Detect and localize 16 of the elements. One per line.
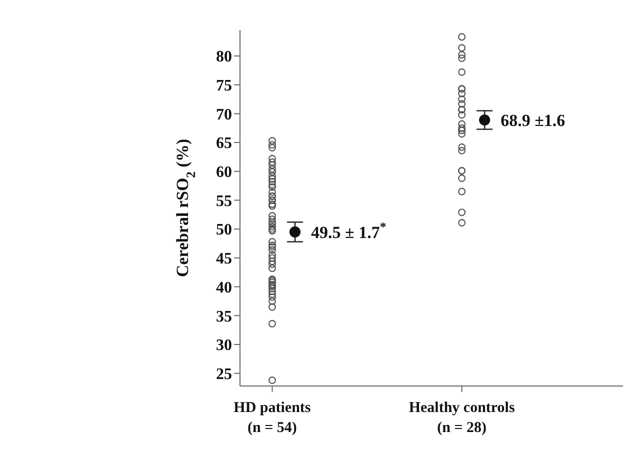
data-label: 68.9 ±1.6 [500,111,566,130]
y-tick-label: 40 [216,279,232,296]
y-tick-label: 80 [216,48,232,66]
y-tick-label: 65 [216,135,232,152]
y-tick-label: 30 [216,337,232,354]
y-tick-label: 45 [216,250,232,268]
x-tick-label: HD patients (n = 54) [234,400,311,436]
y-tick-label: 75 [216,77,232,94]
y-tick-label: 25 [216,366,232,383]
y-tick-label: 35 [216,308,232,326]
y-tick-label: 50 [216,222,232,239]
data-label: 49.5 ± 1.7$^{*}$ [310,220,386,242]
y-tick-label: 70 [216,106,232,124]
x-tick-label: Healthy controls (n = 28) [408,400,515,436]
y-tick-label: 60 [216,164,232,182]
y-tick-label: 55 [216,192,232,210]
